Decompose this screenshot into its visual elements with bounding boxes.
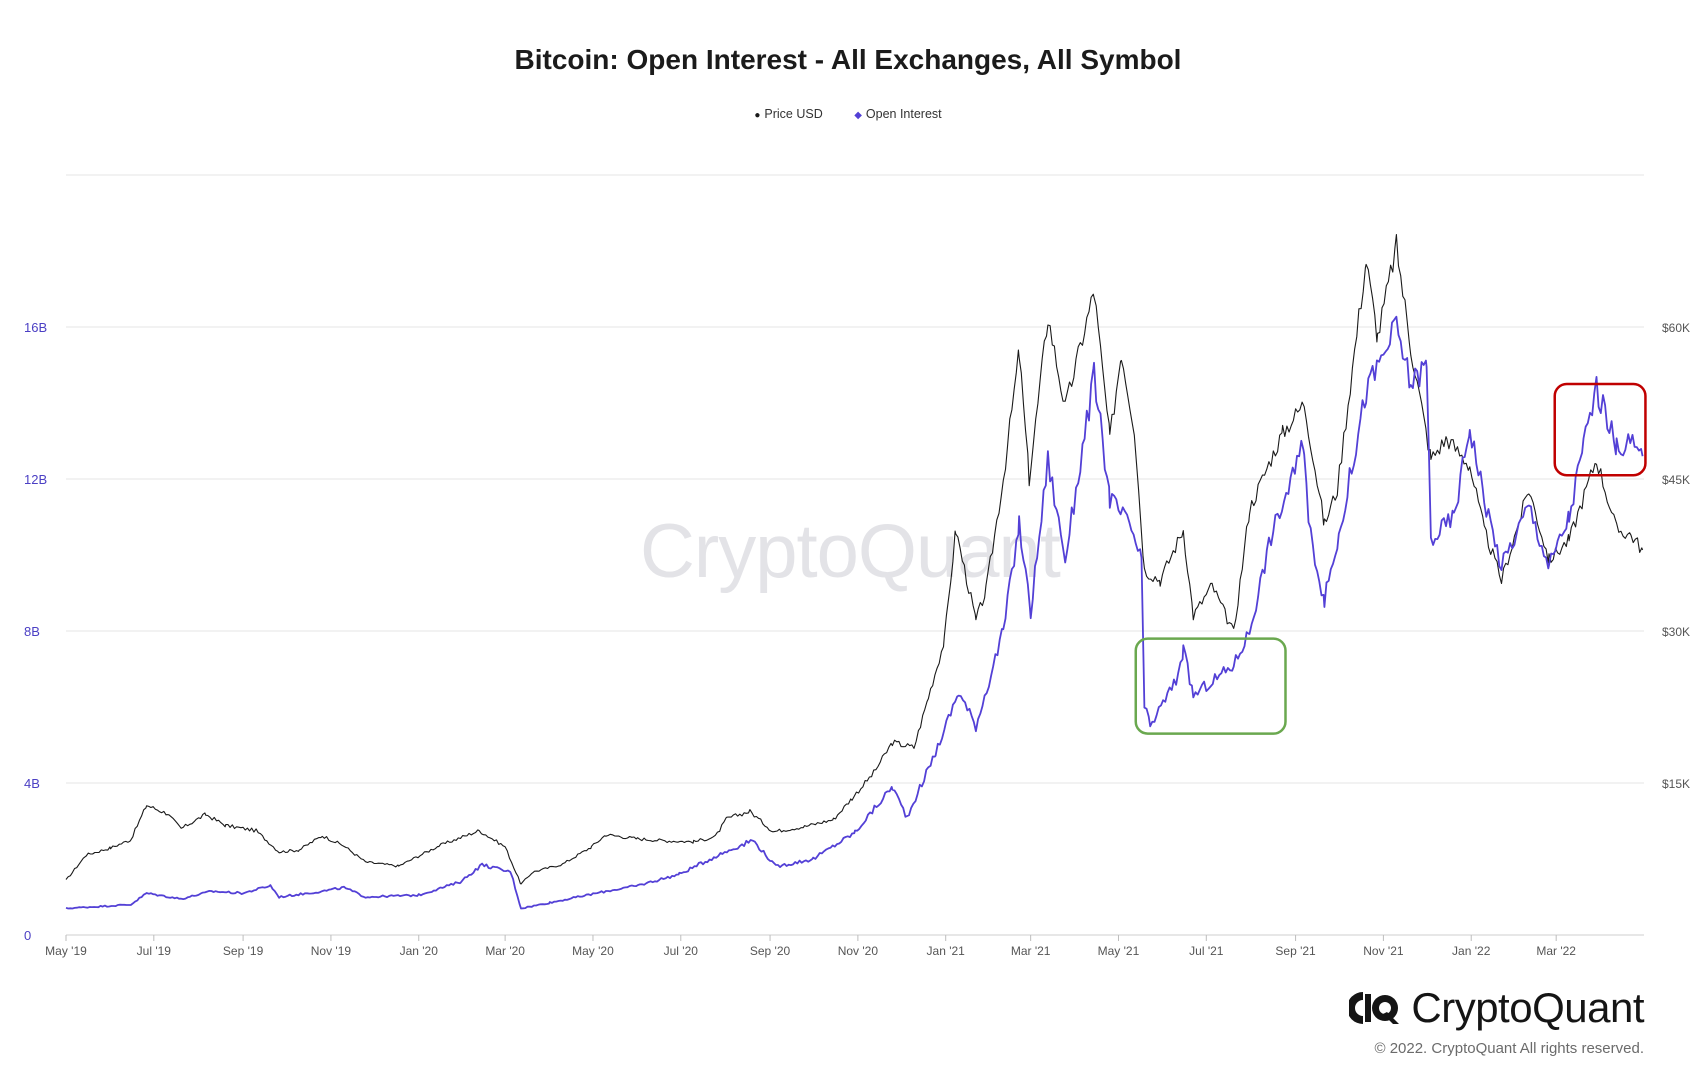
copyright-text: © 2022. CryptoQuant All rights reserved. — [1374, 1040, 1644, 1057]
legend: ● Price USD ◆ Open Interest — [0, 107, 1696, 121]
y-right-tick-label: $60K — [1662, 321, 1690, 335]
x-tick-label: May '20 — [572, 944, 614, 958]
y-left-tick-label: 8B — [24, 624, 40, 639]
x-tick-label: May '21 — [1098, 944, 1140, 958]
x-tick-label: Jan '21 — [927, 944, 966, 958]
x-tick-label: Jan '22 — [1452, 944, 1491, 958]
y-right-tick-label: $30K — [1662, 625, 1690, 639]
y-left-tick-label: 4B — [24, 776, 40, 791]
legend-label-price: Price USD — [764, 107, 823, 121]
x-tick-label: Nov '20 — [838, 944, 879, 958]
legend-item-price[interactable]: ● Price USD — [754, 107, 822, 121]
x-tick-label: May '19 — [45, 944, 87, 958]
x-tick-label: Mar '22 — [1536, 944, 1576, 958]
legend-marker-price: ● — [754, 110, 761, 121]
annotation-box-red — [1553, 382, 1647, 477]
y-left-tick-label: 0 — [24, 928, 31, 943]
series-line-price — [65, 233, 1644, 885]
x-tick-label: Mar '20 — [485, 944, 525, 958]
y-right-tick-label: $15K — [1662, 777, 1690, 791]
x-tick-label: Jan '20 — [400, 944, 439, 958]
chart-title: Bitcoin: Open Interest - All Exchanges, … — [514, 44, 1182, 75]
series-line-open-interest — [65, 315, 1644, 910]
brand-name: CryptoQuant — [1411, 984, 1644, 1031]
x-tick-label: Mar '21 — [1011, 944, 1051, 958]
y-right-tick-label: $45K — [1662, 473, 1690, 487]
x-tick-label: Nov '21 — [1363, 944, 1404, 958]
x-tick-label: Jul '21 — [1189, 944, 1224, 958]
brand-logo: CryptoQuant — [1349, 984, 1644, 1032]
watermark: CryptoQuant — [640, 509, 1061, 594]
legend-marker-open-interest: ◆ — [854, 110, 862, 121]
y-left-tick-label: 16B — [24, 320, 47, 335]
annotation-box-green — [1134, 637, 1287, 735]
x-tick-label: Sep '21 — [1275, 944, 1316, 958]
legend-label-open-interest: Open Interest — [865, 107, 942, 121]
legend-item-open-interest[interactable]: ◆ Open Interest — [854, 107, 941, 121]
y-left-tick-label: 12B — [24, 472, 47, 487]
x-tick-label: Nov '19 — [311, 944, 352, 958]
x-tick-label: Sep '20 — [750, 944, 791, 958]
x-tick-label: Jul '20 — [664, 944, 699, 958]
cryptoquant-logo-icon — [1349, 992, 1400, 1024]
x-tick-label: Jul '19 — [137, 944, 172, 958]
x-tick-label: Sep '19 — [223, 944, 264, 958]
